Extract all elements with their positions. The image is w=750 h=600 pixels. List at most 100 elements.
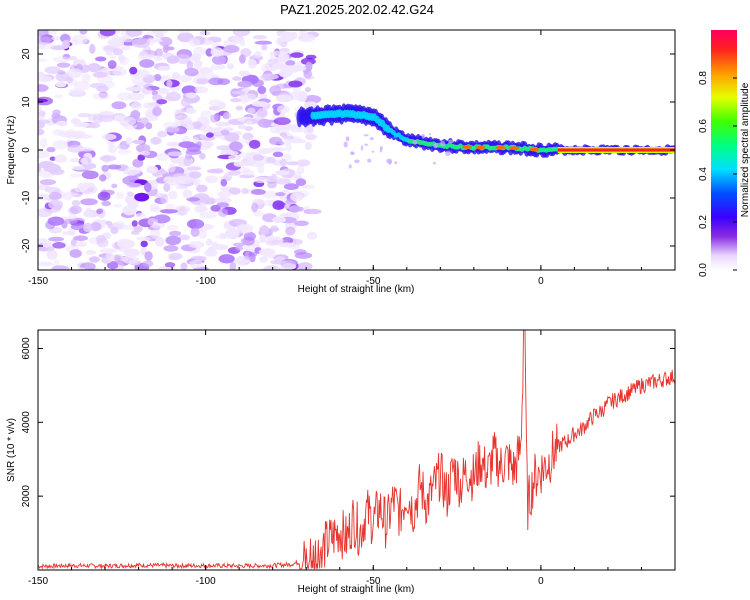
spectrogram-noise-blob <box>142 54 155 59</box>
spectrogram-noise-blob <box>119 116 137 127</box>
spectrogram-noise-blob <box>140 150 151 156</box>
spectrogram-noise-blob <box>38 150 49 159</box>
spectrogram-noise-blob <box>229 141 243 152</box>
spectrogram-noise-blob <box>210 63 219 71</box>
spectrogram-noise-blob <box>269 50 287 56</box>
spectrogram-noise-blob <box>206 132 214 138</box>
spectrogram-noise-blob <box>125 86 143 92</box>
spectrogram-noise-blob <box>163 176 175 184</box>
spectrogram-noise-blob <box>157 130 168 138</box>
spectrogram-noise-blob <box>60 34 71 43</box>
spectrogram-noise-blob <box>125 30 143 37</box>
spectrogram-noise-blob <box>96 208 104 215</box>
spectrogram-noise-blob <box>99 155 117 162</box>
spectrogram-noise-blob <box>163 245 179 252</box>
spectrogram-noise-blob <box>73 235 88 241</box>
spectrogram-noise-blob <box>254 40 272 45</box>
spectrogram-noise-blob <box>205 140 212 148</box>
spectrogram-noise-blob <box>294 252 313 259</box>
spectrogram-noise-blob <box>297 262 313 270</box>
snr-x-label: Height of straight line (km) <box>298 584 415 595</box>
spectrogram-noise-blob <box>51 113 61 119</box>
spectrogram-noise-blob <box>193 46 207 56</box>
spectrogram-noise-blob <box>139 117 149 127</box>
figure-title: PAZ1.2025.202.02.42.G24 <box>280 2 434 17</box>
spectrogram-noise-blob <box>303 95 322 104</box>
spectrogram-noise-blob <box>79 134 93 139</box>
spectrogram-noise-blob <box>117 149 132 155</box>
spectrogram-noise-blob <box>77 113 92 118</box>
snr-y-ticks: 2000 4000 6000 <box>21 337 675 507</box>
spectrogram-noise-blob <box>196 78 209 85</box>
spectrogram-noise-blob <box>140 240 148 248</box>
spectrogram-noise-blob <box>266 147 282 153</box>
spectrogram-noise-blob <box>168 190 178 200</box>
spectrogram-noise-blob <box>66 68 83 79</box>
spectrogram-noise-blob <box>56 62 71 68</box>
spectrogram-noise-blob <box>38 208 53 218</box>
spectrogram-noise-blob <box>237 80 253 88</box>
spectrogram-noise-blob <box>208 77 224 86</box>
spectrogram-noise-blob <box>229 261 237 270</box>
spectrogram-noise-blob <box>142 260 154 267</box>
spectrogram-noise-blob <box>70 223 87 231</box>
spectrogram-noise-blob <box>296 159 311 167</box>
spectrogram-noise-blob <box>210 47 224 57</box>
spectrogram-noise-blob <box>63 133 79 139</box>
spectrogram-noise-blob <box>39 179 57 186</box>
spectrogram-noise-blob <box>232 242 245 247</box>
spectrogram-noise-blob <box>304 86 312 93</box>
spectrogram-noise-blob <box>70 157 80 163</box>
spectrogram-side-blob <box>371 150 375 153</box>
spectrogram-noise-blob <box>128 182 142 188</box>
spectrogram-noise-blob <box>153 74 162 81</box>
spectrogram-noise-blob <box>245 120 253 126</box>
spectrogram-noise-blob <box>266 236 284 246</box>
spectrogram-noise-blob <box>127 201 139 209</box>
spectrogram-noise-blob <box>166 79 173 88</box>
spectrogram-noise-blob <box>217 191 232 198</box>
spectrogram-noise-blob <box>51 36 62 41</box>
spectrogram-noise-blob <box>258 248 276 256</box>
snr-y-tick-label: 6000 <box>21 337 32 360</box>
spectrogram-noise-blob <box>95 56 107 62</box>
spectrogram-noise-blob <box>71 118 81 125</box>
spectrogram-noise-blob <box>184 67 199 77</box>
spectrogram-noise-blob <box>239 39 246 47</box>
spectrogram-noise-blob <box>113 203 123 208</box>
spectrogram-noise-blob <box>303 126 314 136</box>
spectrogram-ridge-hotspot <box>529 147 540 152</box>
spectrogram-noise-blob <box>200 110 213 119</box>
spectrogram-noise-blob <box>107 38 125 48</box>
spectrogram-noise-blob <box>81 73 91 83</box>
spectrogram-noise-blob <box>165 203 175 210</box>
spectrogram-noise-blob <box>290 52 304 58</box>
spectrogram-noise-blob <box>54 94 64 99</box>
spectrogram-noise-blob <box>235 246 244 251</box>
spectrogram-noise-blob <box>147 218 159 226</box>
spectrogram-noise-blob <box>182 189 193 199</box>
spectrogram-side-blob <box>350 152 355 155</box>
spectrogram-noise-blob <box>257 85 267 95</box>
spectrogram-x-tick-label: -100 <box>196 276 216 287</box>
spectrogram-side-blob <box>367 158 372 163</box>
spectrogram-noise-blob <box>133 69 151 78</box>
colorbar-tick-label: 0.0 <box>698 263 709 277</box>
spectrogram-heatmap <box>38 30 675 270</box>
spectrogram-noise-blob <box>192 121 203 128</box>
spectrogram-noise-blob <box>176 177 193 184</box>
spectrogram-noise-blob <box>285 226 296 236</box>
spectrogram-noise-blob <box>276 105 290 114</box>
spectrogram-noise-blob <box>242 132 254 141</box>
spectrogram-noise-blob <box>150 136 162 145</box>
spectrogram-noise-blob <box>205 238 213 246</box>
spectrogram-noise-blob <box>87 63 101 73</box>
spectrogram-noise-blob <box>38 110 47 117</box>
spectrogram-noise-blob <box>109 53 117 60</box>
spectrogram-noise-blob <box>48 199 63 210</box>
spectrogram-noise-blob <box>210 114 219 123</box>
spectrogram-noise-blob <box>144 182 152 193</box>
spectrogram-noise-blob <box>101 200 112 207</box>
spectrogram-noise-blob <box>164 262 176 268</box>
